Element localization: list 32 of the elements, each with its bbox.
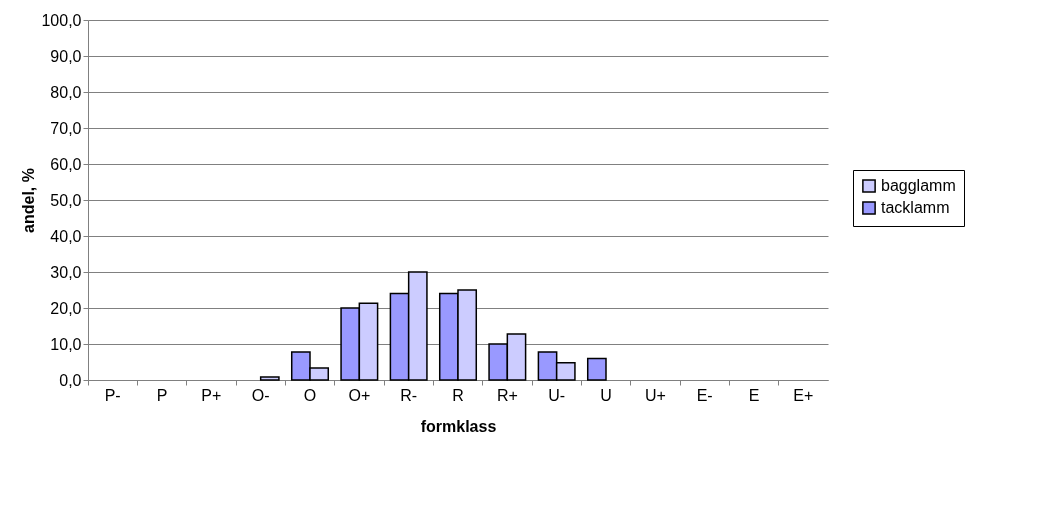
y-tick-label: 70,0 bbox=[50, 119, 82, 137]
legend-label: bagglamm bbox=[881, 177, 956, 194]
x-tick-label: P+ bbox=[201, 386, 222, 404]
x-tick-label: R- bbox=[400, 386, 418, 404]
x-tick-label: P bbox=[156, 386, 168, 404]
bar bbox=[259, 376, 280, 381]
y-tick-label: 0,0 bbox=[59, 371, 82, 389]
y-tick-label: 10,0 bbox=[50, 335, 82, 353]
y-tick-label: 40,0 bbox=[50, 227, 82, 245]
x-tick-label: P- bbox=[104, 386, 121, 404]
x-tick-label: R+ bbox=[496, 386, 518, 404]
x-tick-label: E bbox=[748, 386, 760, 404]
x-tick-label: U- bbox=[548, 386, 566, 404]
y-tick-label: 20,0 bbox=[50, 299, 82, 317]
y-tick-label: 50,0 bbox=[50, 191, 82, 209]
y-tick-label: 80,0 bbox=[50, 83, 82, 101]
x-tick-label: O bbox=[303, 386, 317, 404]
x-tick-label: O- bbox=[251, 386, 270, 404]
bar bbox=[586, 357, 607, 381]
x-tick-label: E- bbox=[696, 386, 713, 404]
y-axis-title: andel, % bbox=[20, 168, 38, 233]
x-tick-label: E+ bbox=[793, 386, 814, 404]
y-tick-label: 30,0 bbox=[50, 263, 82, 281]
legend-label: tacklamm bbox=[881, 199, 950, 216]
x-tick-label: U+ bbox=[644, 386, 666, 404]
x-axis-title: formklass bbox=[420, 417, 497, 435]
y-tick-label: 90,0 bbox=[50, 47, 82, 65]
x-tick-label: U bbox=[600, 386, 612, 404]
x-tick-label: O+ bbox=[348, 386, 371, 404]
x-tick-label: R bbox=[452, 386, 464, 404]
y-tick-label: 60,0 bbox=[50, 155, 82, 173]
y-tick-label: 100,0 bbox=[41, 11, 82, 29]
